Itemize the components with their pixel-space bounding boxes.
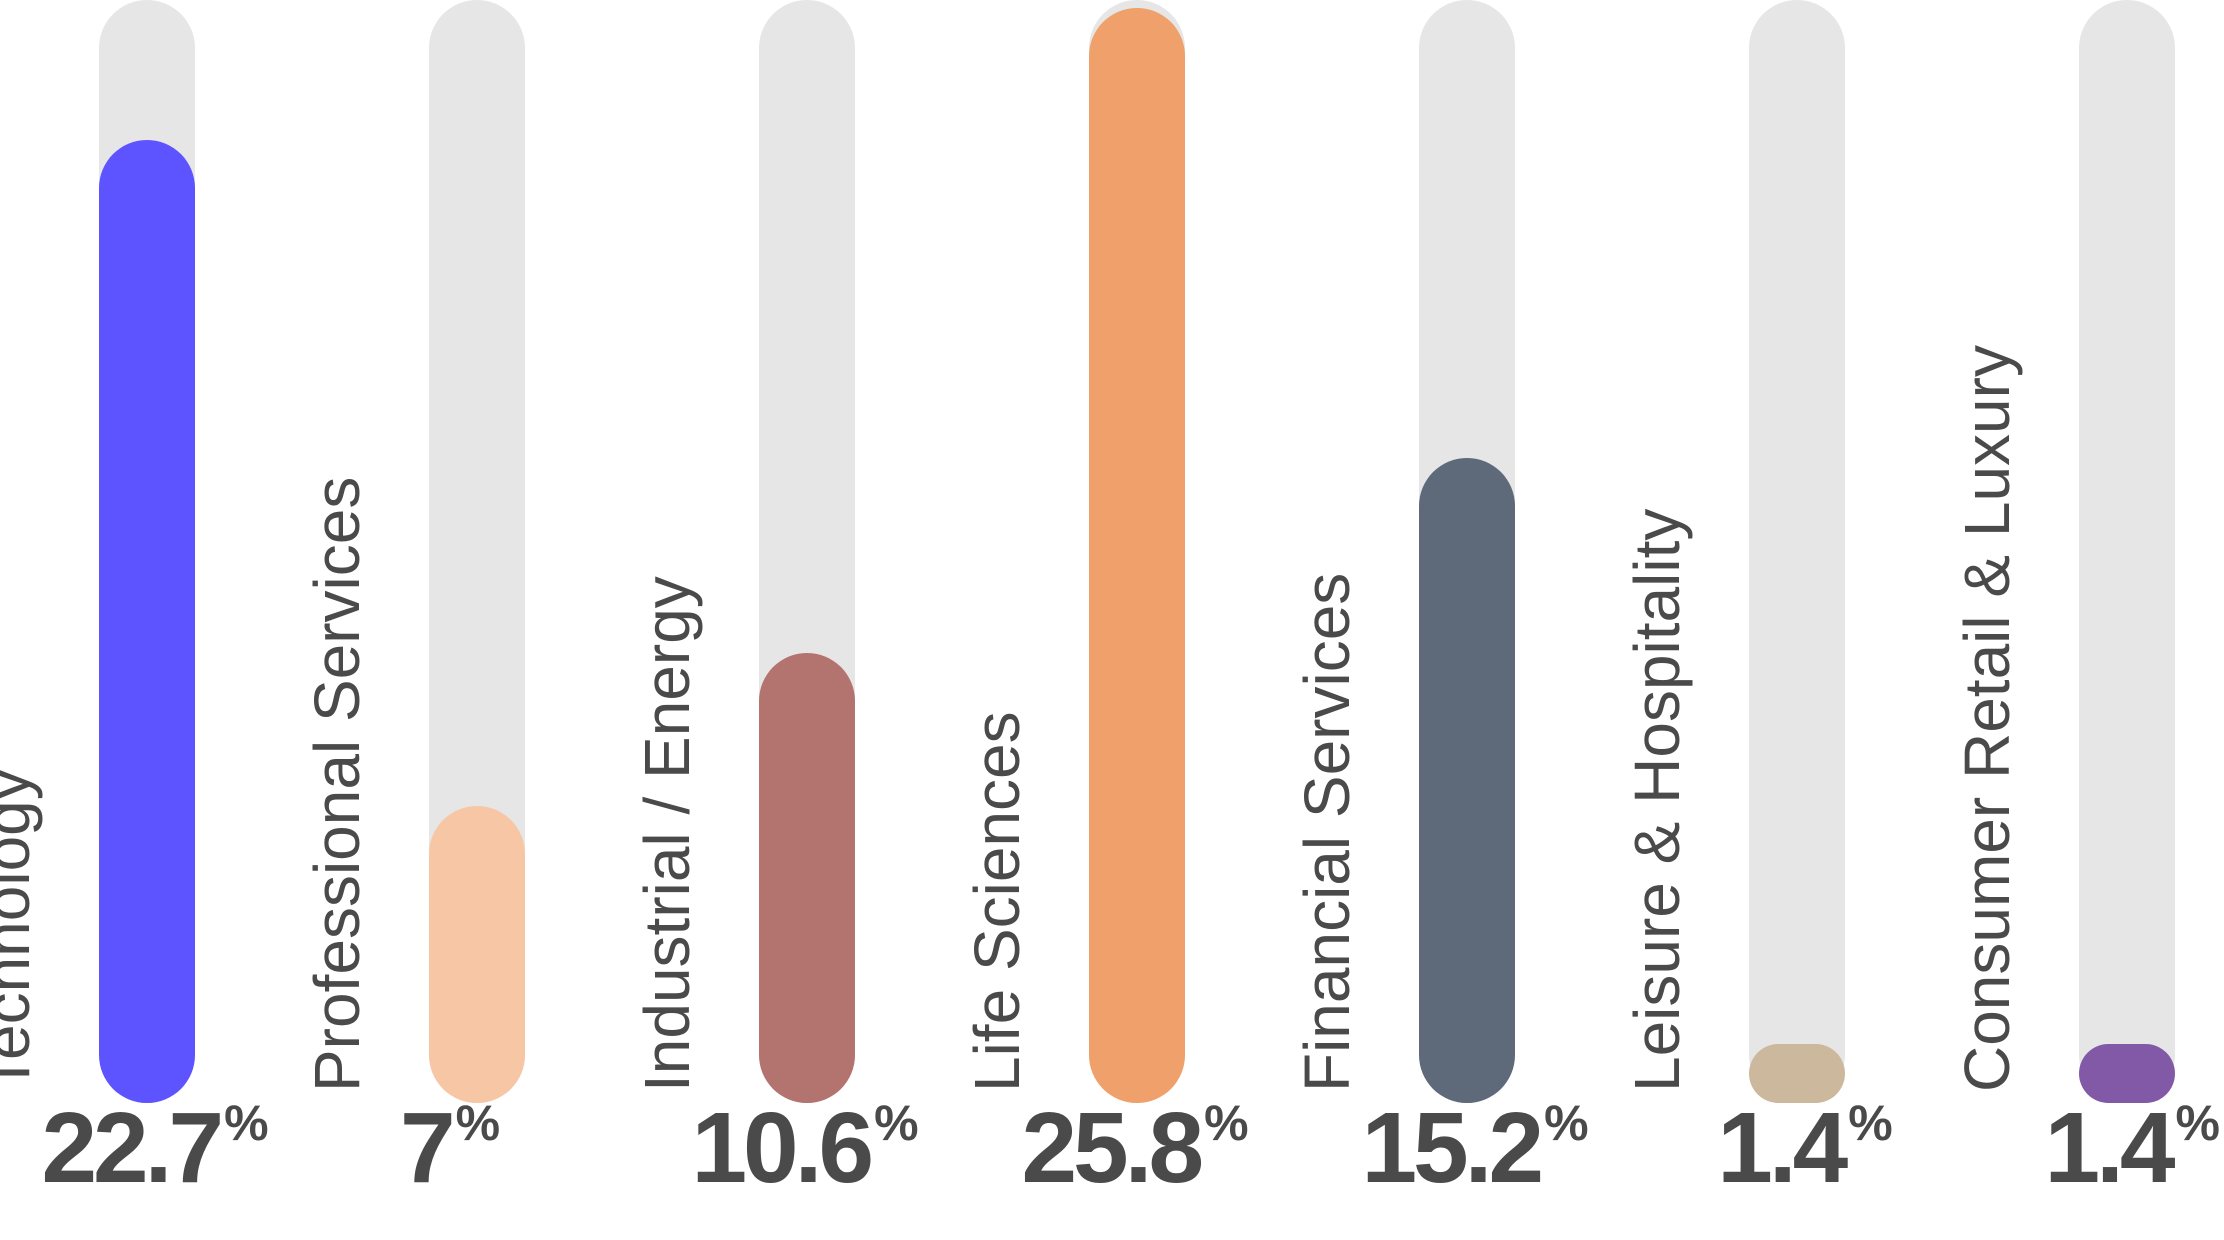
value-unit: %: [455, 1095, 501, 1151]
value-label: 1.4%: [1717, 1098, 1892, 1198]
value-number: 15.2: [1361, 1092, 1544, 1204]
bar: [1089, 8, 1185, 1103]
bar: [759, 653, 855, 1103]
category-label: Professional Services: [301, 476, 373, 1092]
value-unit: %: [874, 1095, 919, 1151]
value-unit: %: [224, 1095, 269, 1151]
value-unit: %: [2175, 1095, 2220, 1151]
value-unit: %: [1544, 1095, 1589, 1151]
value-label: 22.7%: [41, 1098, 268, 1198]
category-label: Industrial / Energy: [631, 576, 703, 1092]
category-label: Consumer Retail & Luxury: [1951, 345, 2023, 1092]
value-label: 10.6%: [691, 1098, 918, 1198]
value-label: 25.8%: [1021, 1098, 1248, 1198]
bar: [1749, 1044, 1845, 1103]
value-label: 15.2%: [1361, 1098, 1588, 1198]
value-unit: %: [1848, 1095, 1893, 1151]
category-label: Leisure & Hospitality: [1621, 508, 1693, 1092]
value-number: 22.7: [41, 1092, 224, 1204]
value-number: 1.4: [1717, 1092, 1848, 1204]
value-label: 7%: [400, 1098, 500, 1198]
value-number: 7: [399, 1092, 456, 1204]
bar-track: [1749, 0, 1845, 1103]
bar: [429, 806, 525, 1103]
category-label: Technology: [0, 768, 43, 1092]
bar: [99, 140, 195, 1103]
value-number: 1.4: [2044, 1092, 2176, 1204]
category-label: Life Sciences: [961, 711, 1033, 1092]
bar: [1419, 458, 1515, 1103]
value-unit: %: [1204, 1095, 1249, 1151]
bar: [2079, 1044, 2175, 1103]
value-label: 1.4%: [2045, 1098, 2220, 1198]
bar-track: [2079, 0, 2175, 1103]
category-label: Financial Services: [1291, 572, 1363, 1092]
value-number: 10.6: [691, 1092, 874, 1204]
value-number: 25.8: [1021, 1092, 1204, 1204]
